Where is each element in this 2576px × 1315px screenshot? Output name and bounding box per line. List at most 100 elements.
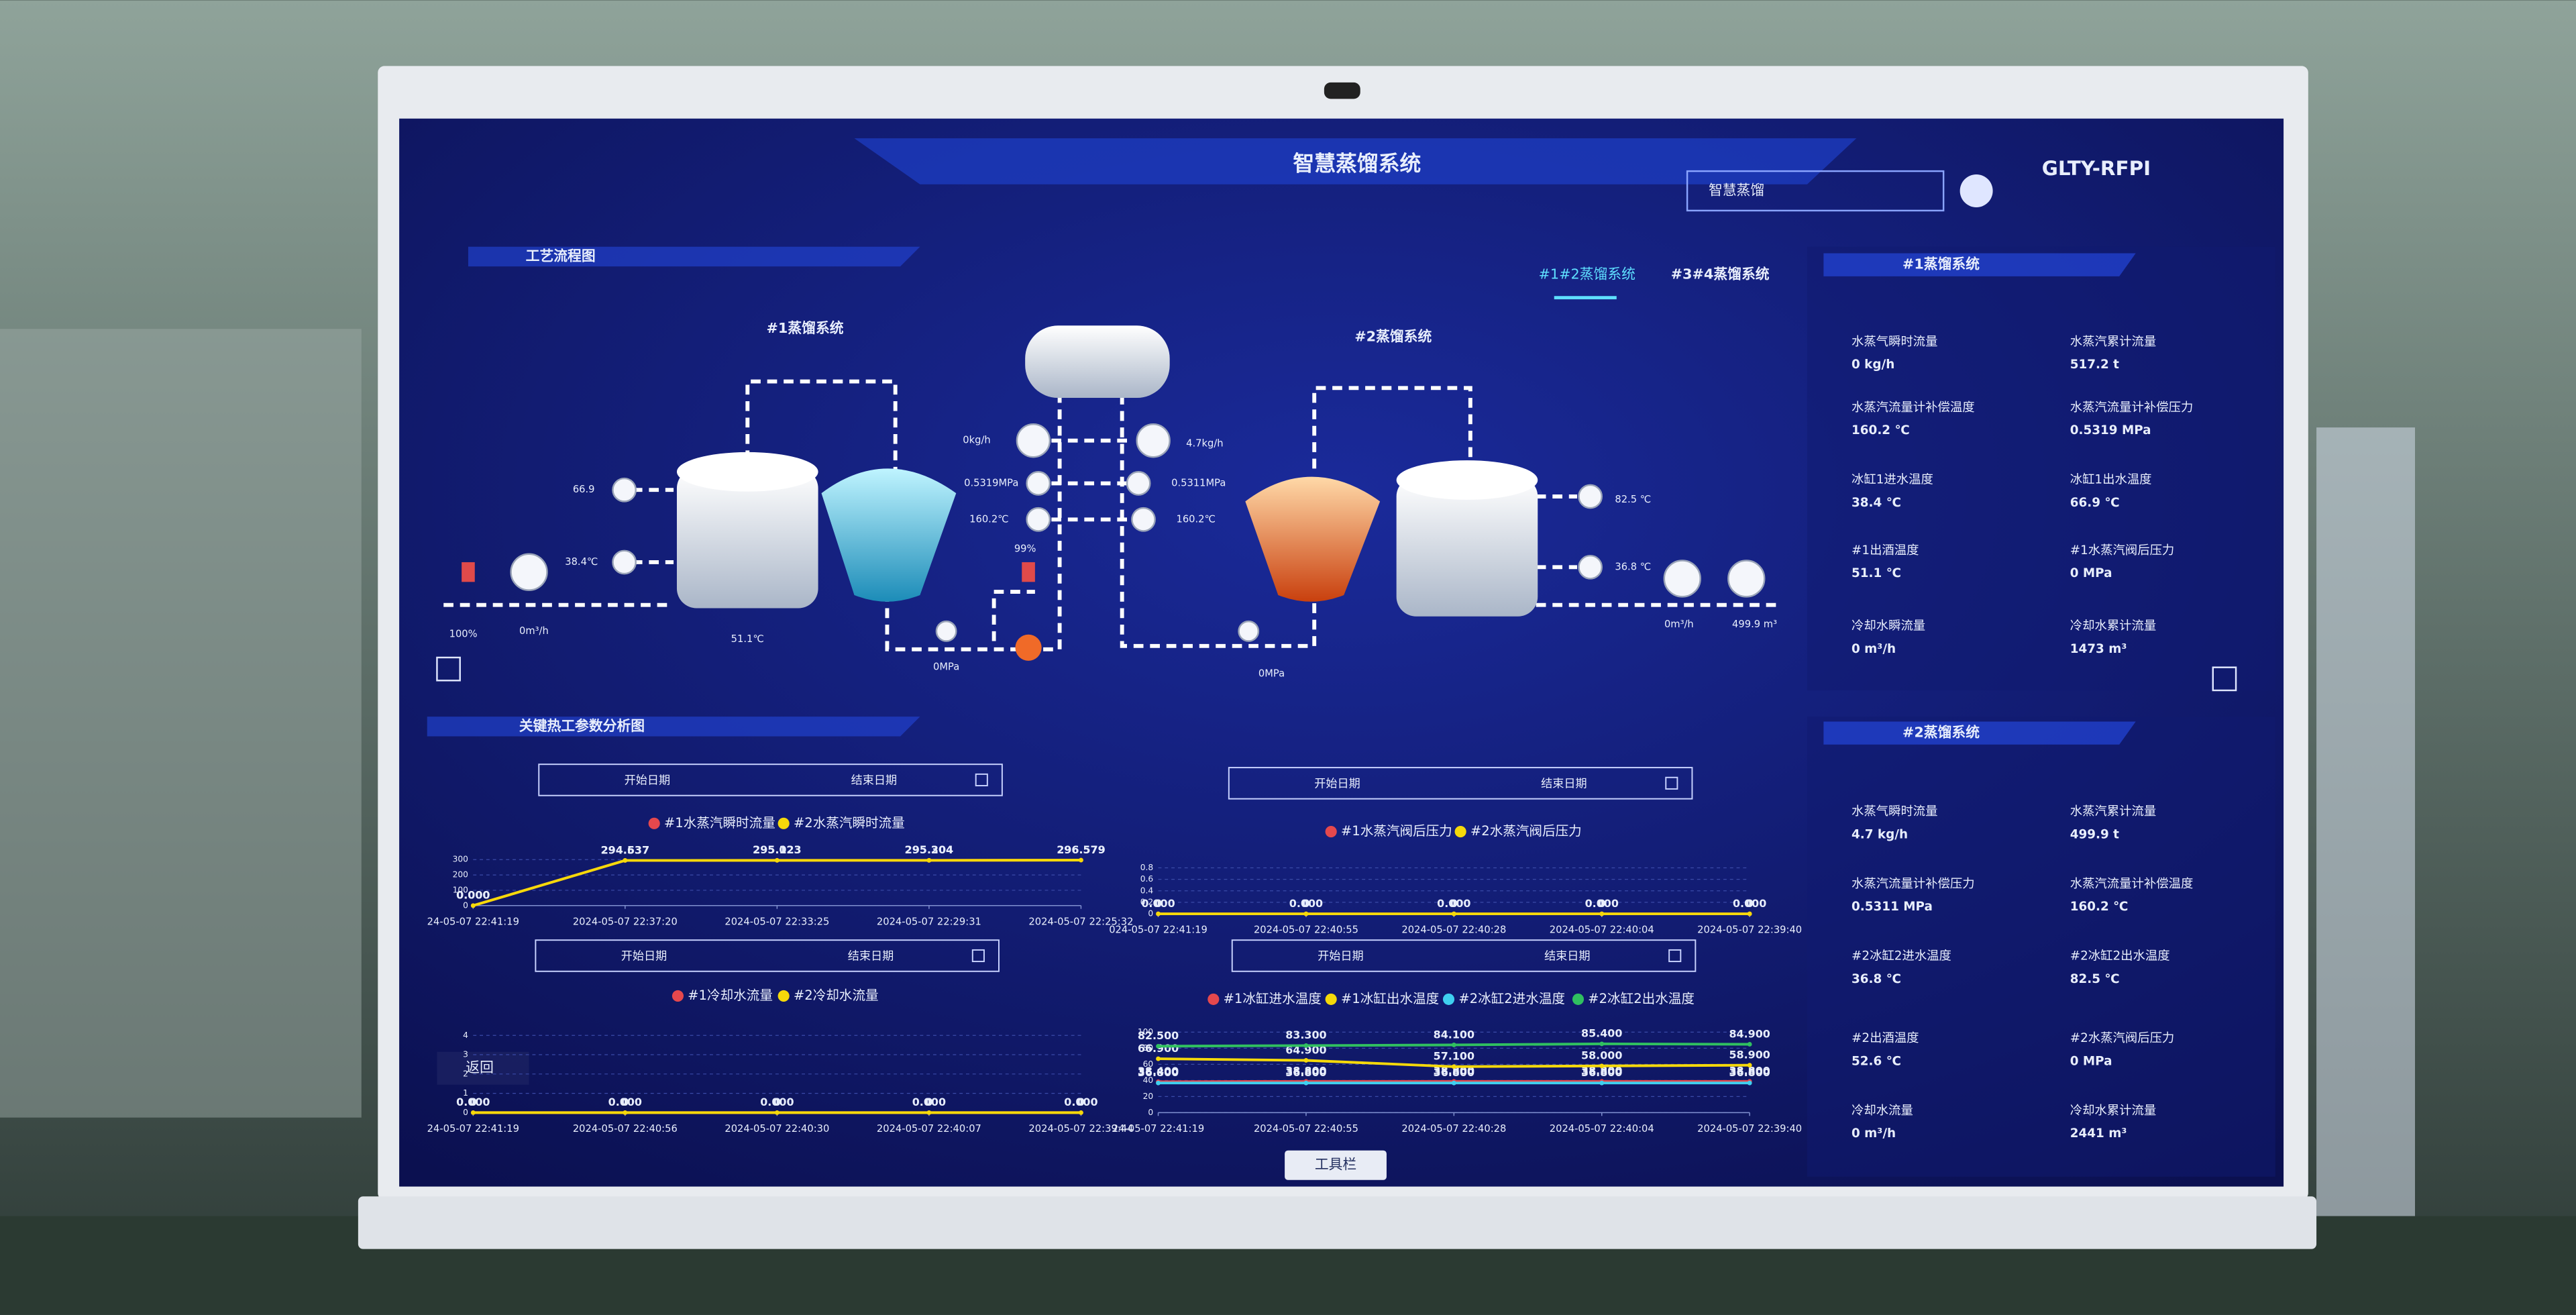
date-picker-label: 开始日期 bbox=[1314, 778, 1360, 791]
data-label: 295.204 bbox=[905, 843, 953, 856]
header-title: 智慧蒸馏系统 bbox=[1293, 150, 1421, 176]
process-label: 160.2℃ bbox=[1176, 513, 1216, 525]
data-label: 0 bbox=[925, 1096, 932, 1108]
y-tick-label: 300 bbox=[453, 855, 468, 864]
valve bbox=[1238, 620, 1260, 642]
grid-icon[interactable] bbox=[436, 656, 461, 682]
tab[interactable]: #3#4蒸馏系统 bbox=[1671, 266, 1770, 282]
param-label: 水蒸气瞬时流量 bbox=[1851, 335, 1938, 349]
process-label: 36.8 ℃ bbox=[1615, 561, 1651, 572]
panel-title-bar bbox=[1823, 721, 2136, 745]
data-label: 0.000 bbox=[456, 889, 490, 902]
legend-swatch bbox=[1454, 826, 1466, 838]
param-value: 36.8 ℃ bbox=[1851, 972, 1901, 986]
data-label: 0.000 bbox=[760, 1096, 794, 1108]
legend-label: #1冷却水流量 bbox=[688, 988, 773, 1003]
legend-swatch bbox=[1325, 993, 1337, 1005]
x-tick-label: 2024-05-07 22:37:20 bbox=[573, 916, 678, 927]
data-label: 82.500 bbox=[1138, 1029, 1179, 1042]
data-point bbox=[1451, 1064, 1456, 1069]
y-tick-label: 0.6 bbox=[1140, 874, 1154, 884]
panel-title-bar bbox=[1823, 253, 2136, 276]
data-point bbox=[926, 1110, 932, 1115]
data-label: 58.000 bbox=[1581, 1049, 1622, 1062]
user-avatar[interactable] bbox=[1960, 174, 1993, 207]
data-label: 296.579 bbox=[1057, 843, 1105, 856]
process-label: 51.1℃ bbox=[731, 633, 764, 645]
tab[interactable]: #1#2蒸馏系统 bbox=[1538, 266, 1635, 282]
section-title: 工艺流程图 bbox=[526, 248, 596, 264]
y-tick-label: 0.8 bbox=[1140, 863, 1153, 872]
toolbar-button[interactable] bbox=[1285, 1150, 1387, 1180]
dropdown[interactable] bbox=[1686, 170, 1945, 212]
date-picker[interactable] bbox=[538, 764, 1003, 796]
data-label: 0.000 bbox=[1141, 897, 1175, 910]
process-label: 160.2℃ bbox=[969, 513, 1009, 525]
condenser bbox=[821, 468, 957, 602]
data-label: 0 bbox=[773, 1096, 781, 1108]
valve bbox=[935, 620, 957, 642]
date-picker-label: 开始日期 bbox=[625, 774, 671, 788]
x-tick-label: 2024-05-07 22:40:07 bbox=[877, 1123, 981, 1135]
data-label: 0.000 bbox=[1289, 897, 1323, 910]
date-picker[interactable] bbox=[1228, 767, 1693, 800]
data-label: 0.000 bbox=[1733, 897, 1766, 910]
date-picker[interactable] bbox=[1231, 939, 1697, 972]
param-value: 82.5 ℃ bbox=[2070, 972, 2120, 986]
gauge bbox=[1026, 471, 1051, 496]
param-value: 0 kg/h bbox=[1851, 358, 1894, 372]
process-label: 38.4℃ bbox=[565, 556, 598, 568]
y-tick-label: 0 bbox=[1148, 1108, 1153, 1117]
process-label: 66.9 bbox=[573, 484, 595, 495]
gauge bbox=[1727, 560, 1766, 598]
calendar-icon bbox=[975, 773, 988, 787]
legend-swatch bbox=[1208, 993, 1220, 1005]
legend-label: #2水蒸汽阀后压力 bbox=[1470, 823, 1582, 839]
param-label: 水蒸汽流量计补偿温度 bbox=[1851, 401, 1975, 415]
data-label: 0.000 bbox=[456, 889, 490, 902]
data-label: 36.800 bbox=[1434, 1066, 1474, 1079]
pipe bbox=[1312, 386, 1472, 477]
still bbox=[1396, 476, 1538, 617]
toolbar-label[interactable]: 工具栏 bbox=[1315, 1157, 1356, 1173]
process-diagram bbox=[436, 325, 1783, 682]
data-label: 0.000 bbox=[1437, 897, 1470, 910]
x-tick-label: 2024-05-07 22:25:32 bbox=[1028, 916, 1133, 927]
back-button[interactable] bbox=[437, 1051, 529, 1085]
y-tick-label: 3 bbox=[463, 1050, 468, 1059]
legend-label: #2冷却水流量 bbox=[794, 988, 879, 1003]
x-tick-label: 24-05-07 22:41:19 bbox=[427, 916, 519, 927]
data-point bbox=[1303, 1080, 1309, 1086]
legend-swatch bbox=[672, 990, 684, 1002]
y-tick-label: 4 bbox=[463, 1031, 468, 1040]
gauge bbox=[1131, 507, 1156, 532]
data-label: 83.300 bbox=[1285, 1029, 1326, 1041]
data-point bbox=[1451, 911, 1456, 916]
x-tick-label: 2024-05-07 22:40:30 bbox=[724, 1123, 829, 1135]
process-label: 0.5319MPa bbox=[964, 477, 1018, 488]
param-label: 冰缸1出水温度 bbox=[2070, 472, 2152, 487]
data-label: 84.900 bbox=[1729, 1027, 1770, 1040]
param-value: 0.5319 MPa bbox=[2070, 423, 2151, 437]
pipe bbox=[991, 590, 1035, 641]
data-point bbox=[774, 1110, 780, 1115]
legend-label: #2冰缸2进水温度 bbox=[1458, 991, 1565, 1006]
data-point bbox=[1156, 1056, 1161, 1061]
data-point bbox=[1747, 911, 1752, 916]
data-point bbox=[1156, 1080, 1161, 1086]
dropdown-value[interactable]: 智慧蒸馏 bbox=[1709, 182, 1764, 198]
process-labels: 0kg/h 0.5319MPa 160.2℃ 99% 4.7kg/h 0.531… bbox=[449, 435, 1777, 680]
param-label: #2冰缸2出水温度 bbox=[2070, 949, 2170, 963]
legend-swatch bbox=[777, 817, 790, 829]
valve bbox=[1022, 562, 1035, 582]
grid-icon[interactable] bbox=[2212, 666, 2237, 692]
date-picker[interactable] bbox=[535, 939, 1000, 972]
calendar-icon bbox=[1668, 949, 1682, 963]
gauge bbox=[1026, 507, 1051, 532]
back-label[interactable]: 返回 bbox=[466, 1059, 494, 1075]
x-tick-label: 24-05-07 22:41:19 bbox=[427, 1123, 519, 1135]
data-point bbox=[1747, 1080, 1752, 1086]
data-label: 38.800 bbox=[1581, 1065, 1622, 1077]
data-point bbox=[1303, 911, 1309, 916]
data-label: 58.900 bbox=[1729, 1048, 1770, 1061]
